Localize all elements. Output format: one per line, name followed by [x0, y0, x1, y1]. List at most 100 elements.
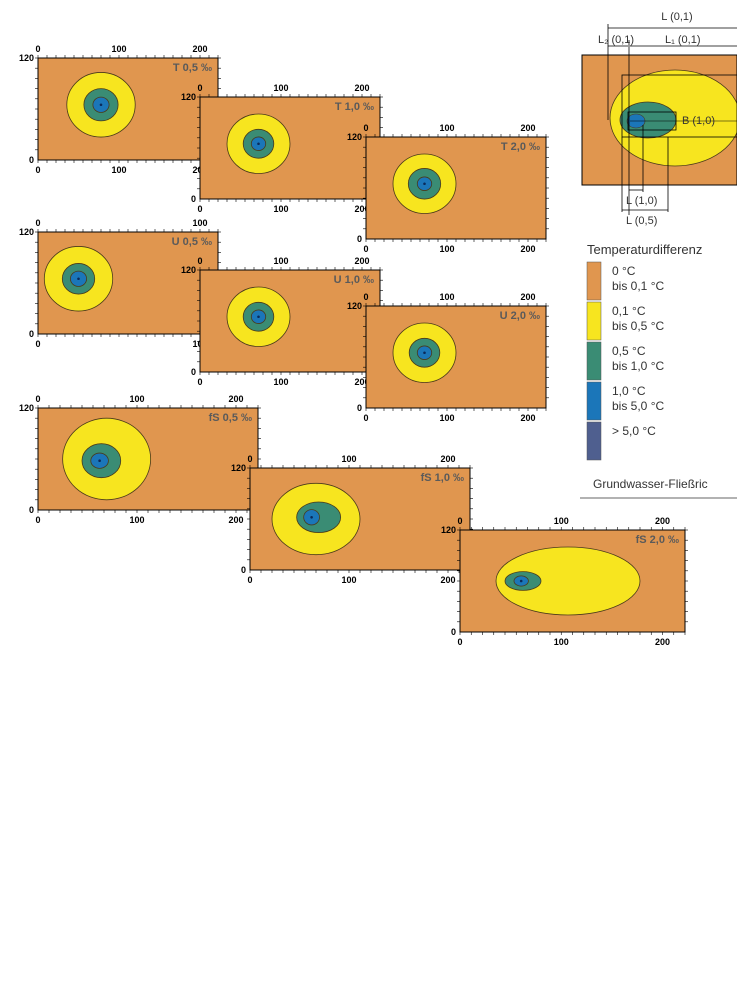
legend-swatch [586, 261, 602, 301]
panel-label: fS 1,0 ‰ [421, 472, 464, 484]
x-tick-label-bottom: 200 [520, 244, 535, 254]
legend-item-line1: 0 °C [612, 264, 636, 278]
x-tick-label-top: 200 [520, 292, 535, 302]
x-tick-label-top: 100 [273, 83, 288, 93]
x-tick-label-bottom: 100 [273, 204, 288, 214]
x-tick-label-top: 0 [363, 123, 368, 133]
x-tick-label-bottom: 100 [439, 413, 454, 423]
label-l10: L (1,0) [626, 195, 657, 207]
legend-swatch [586, 381, 602, 421]
x-tick-label-bottom: 100 [554, 637, 569, 647]
y-tick-label: 0 [29, 155, 34, 165]
x-tick-label-top: 100 [554, 516, 569, 526]
x-tick-label-top: 200 [228, 394, 243, 404]
x-tick-label-top: 100 [341, 454, 356, 464]
panel-label: T 1,0 ‰ [335, 101, 374, 113]
source-point [423, 182, 426, 186]
y-tick-label: 120 [181, 92, 196, 102]
x-tick-label-top: 0 [35, 394, 40, 404]
legend-swatch [586, 301, 602, 341]
legend-swatch [586, 341, 602, 381]
x-tick-label-top: 0 [363, 292, 368, 302]
y-tick-label: 120 [347, 132, 362, 142]
y-tick-label: 0 [357, 234, 362, 244]
y-tick-label: 120 [231, 463, 246, 473]
source-point [257, 142, 260, 146]
x-tick-label-bottom: 100 [273, 377, 288, 387]
flow-label: Grundwasser-Fließric [593, 477, 708, 491]
x-tick-label-bottom: 0 [35, 339, 40, 349]
source-point [77, 277, 80, 281]
x-tick-label-top: 200 [655, 516, 670, 526]
y-tick-label: 120 [19, 227, 34, 237]
legend-item-line2: bis 0,1 °C [612, 279, 664, 293]
legend-item-line2: bis 0,5 °C [612, 319, 664, 333]
y-tick-label: 120 [19, 403, 34, 413]
legend-item-line2: bis 1,0 °C [612, 359, 664, 373]
panel-label: T 0,5 ‰ [173, 62, 212, 74]
panel-label: T 2,0 ‰ [501, 141, 540, 153]
y-tick-label: 0 [29, 505, 34, 515]
legend-item-line1: 0,1 °C [612, 304, 646, 318]
legend-swatch [586, 421, 602, 461]
x-tick-label-top: 100 [439, 292, 454, 302]
label-l05: L (0,5) [626, 215, 657, 227]
x-tick-label-bottom: 100 [341, 575, 356, 585]
x-tick-label-bottom: 200 [655, 637, 670, 647]
x-tick-label-top: 200 [440, 454, 455, 464]
x-tick-label-bottom: 0 [247, 575, 252, 585]
x-tick-label-bottom: 100 [439, 244, 454, 254]
x-tick-label-top: 200 [354, 83, 369, 93]
x-tick-label-top: 0 [457, 516, 462, 526]
y-tick-label: 0 [191, 194, 196, 204]
x-tick-label-bottom: 200 [354, 204, 369, 214]
x-tick-label-bottom: 0 [35, 165, 40, 175]
y-tick-label: 0 [29, 329, 34, 339]
y-tick-label: 120 [441, 525, 456, 535]
x-tick-label-bottom: 100 [111, 165, 126, 175]
legend-title: Temperaturdifferenz [587, 242, 702, 257]
y-tick-label: 120 [181, 265, 196, 275]
source-point [519, 579, 523, 583]
x-tick-label-bottom: 200 [520, 413, 535, 423]
x-tick-label-top: 200 [192, 44, 207, 54]
x-tick-label-bottom: 0 [457, 637, 462, 647]
dim-box-b10 [627, 111, 677, 131]
x-tick-label-top: 100 [111, 44, 126, 54]
x-tick-label-top: 100 [273, 256, 288, 266]
source-point [310, 516, 313, 519]
panel-label: fS 0,5 ‰ [209, 412, 252, 424]
x-tick-label-bottom: 200 [228, 515, 243, 525]
y-tick-label: 120 [19, 53, 34, 63]
x-tick-label-top: 100 [439, 123, 454, 133]
legend-item-line2: bis 5,0 °C [612, 399, 664, 413]
y-tick-label: 0 [241, 565, 246, 575]
x-tick-label-bottom: 200 [354, 377, 369, 387]
x-tick-label-bottom: 0 [363, 413, 368, 423]
x-tick-label-top: 0 [197, 256, 202, 266]
panel-label: fS 2,0 ‰ [636, 534, 679, 546]
x-tick-label-top: 0 [35, 218, 40, 228]
source-point [423, 351, 426, 355]
label-l1-01: L₁ (0,1) [665, 34, 701, 46]
x-tick-label-bottom: 100 [129, 515, 144, 525]
label-b10: B (1,0) [682, 115, 715, 127]
x-tick-label-top: 100 [192, 218, 207, 228]
zone-c1 [495, 546, 641, 616]
panel-label: U 0,5 ‰ [172, 236, 212, 248]
legend-item-line1: > 5,0 °C [612, 424, 656, 438]
x-tick-label-bottom: 200 [440, 575, 455, 585]
x-tick-label-bottom: 0 [197, 377, 202, 387]
source-point [99, 103, 103, 107]
x-tick-label-top: 0 [197, 83, 202, 93]
source-point [98, 459, 101, 463]
x-tick-label-bottom: 0 [197, 204, 202, 214]
